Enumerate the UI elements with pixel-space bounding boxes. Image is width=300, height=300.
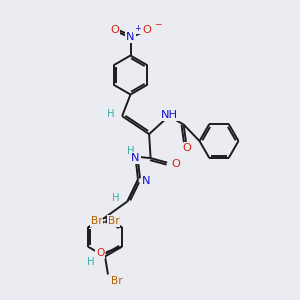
Text: +: + <box>134 24 140 33</box>
Text: −: − <box>154 19 161 28</box>
Text: N: N <box>126 32 135 43</box>
Text: O: O <box>142 25 151 35</box>
Text: O: O <box>182 143 191 154</box>
Text: N: N <box>142 176 151 186</box>
Text: H: H <box>112 193 120 203</box>
Text: O: O <box>96 248 104 258</box>
Text: H: H <box>127 146 134 156</box>
Text: Br: Br <box>111 275 123 286</box>
Text: NH: NH <box>160 110 178 121</box>
Text: Br: Br <box>108 216 119 226</box>
Text: O: O <box>171 159 180 169</box>
Text: H: H <box>87 257 94 267</box>
Text: Br: Br <box>91 216 102 226</box>
Text: O: O <box>110 25 119 35</box>
Text: H: H <box>107 109 115 119</box>
Text: N: N <box>131 153 140 163</box>
